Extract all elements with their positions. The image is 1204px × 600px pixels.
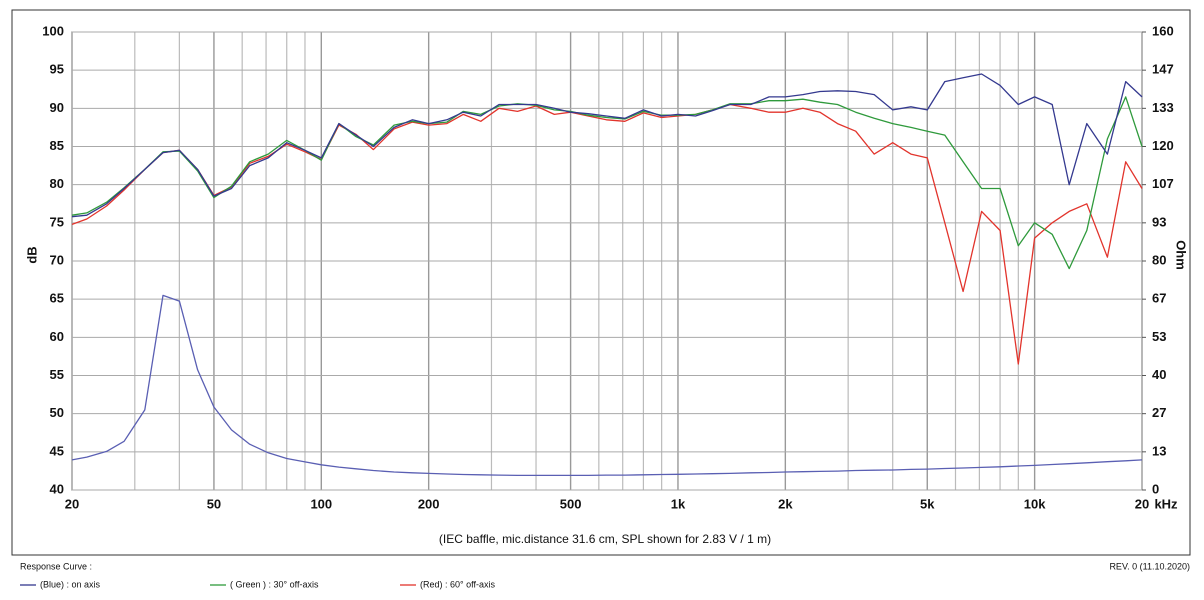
x-tick-label: 2k [778, 496, 793, 511]
y-tick-label: 45 [50, 443, 64, 458]
revision: REV. 0 (11.10.2020) [1109, 561, 1190, 571]
y-tick-label: 90 [50, 100, 64, 115]
y2-tick-label: 67 [1152, 291, 1166, 306]
y2-tick-label: 147 [1152, 62, 1174, 77]
frame [11, 9, 1191, 556]
legend-label: ( Green ) : 30° off-axis [230, 579, 319, 589]
y-tick-label: 55 [50, 367, 64, 382]
y-tick-label: 65 [50, 291, 64, 306]
x-axis-label: kHz [1154, 496, 1178, 511]
y-tick-label: 85 [50, 138, 64, 153]
y2-tick-label: 27 [1152, 405, 1166, 420]
x-tick-label: 1k [671, 496, 686, 511]
legend-label: (Red) : 60° off-axis [420, 579, 495, 589]
y2-tick-label: 93 [1152, 214, 1166, 229]
x-tick-label: 200 [418, 496, 440, 511]
x-tick-label: 500 [560, 496, 582, 511]
y-tick-label: 95 [50, 62, 64, 77]
y-tick-label: 100 [42, 23, 64, 38]
y2-tick-label: 13 [1152, 443, 1166, 458]
x-tick-label: 10k [1024, 496, 1046, 511]
y2-tick-label: 120 [1152, 138, 1174, 153]
y2-tick-label: 107 [1152, 176, 1174, 191]
response-line [71, 96, 1143, 270]
x-tick-label: 20 [65, 496, 79, 511]
legend-label: (Blue) : on axis [40, 579, 101, 589]
x-tick-label: 100 [310, 496, 332, 511]
y-tick-label: 70 [50, 252, 64, 267]
y2-tick-label: 40 [1152, 367, 1166, 382]
y2-tick-label: 53 [1152, 329, 1166, 344]
y-tick-label: 75 [50, 214, 64, 229]
legend-title: Response Curve : [20, 561, 92, 571]
x-tick-label: 5k [920, 496, 935, 511]
y2-axis-label: Ohm [1174, 240, 1189, 270]
y-tick-label: 80 [50, 176, 64, 191]
x-tick-label: 20 [1135, 496, 1149, 511]
y-axis-label: dB [24, 246, 39, 263]
y2-tick-label: 133 [1152, 100, 1174, 115]
response-line [71, 73, 1143, 218]
y2-tick-label: 160 [1152, 23, 1174, 38]
response-line [71, 103, 1143, 365]
caption: (IEC baffle, mic.distance 31.6 cm, SPL s… [439, 532, 771, 546]
y-tick-label: 40 [50, 481, 64, 496]
y2-tick-label: 0 [1152, 481, 1159, 496]
x-tick-label: 50 [207, 496, 221, 511]
y-tick-label: 50 [50, 405, 64, 420]
y-tick-label: 60 [50, 329, 64, 344]
y2-tick-label: 80 [1152, 252, 1166, 267]
impedance-line [71, 294, 1143, 477]
